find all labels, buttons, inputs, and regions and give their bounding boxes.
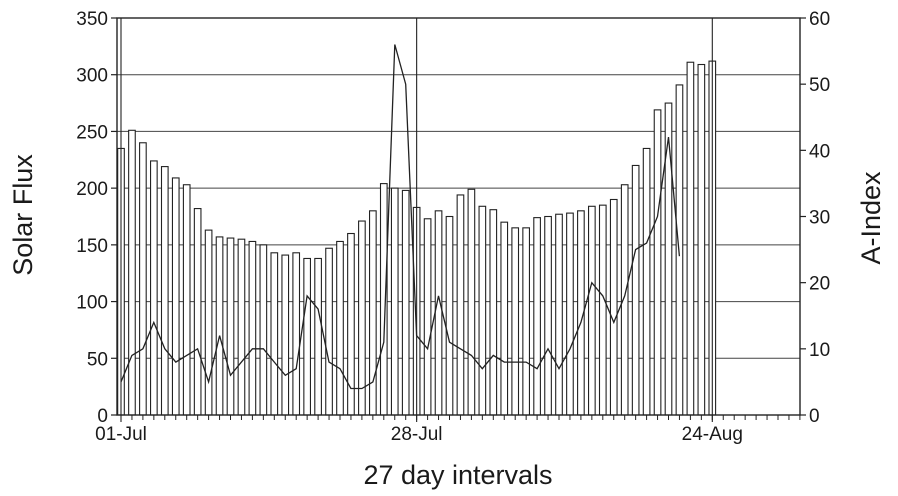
solar-flux-bar xyxy=(598,204,607,416)
solar-flux-bar xyxy=(281,254,290,416)
left-y-axis: 0 50 100 150 200 250 300 350 xyxy=(76,9,117,427)
left-tick-label: 250 xyxy=(76,122,108,143)
right-y-axis: 0 10 20 30 40 50 60 xyxy=(800,9,830,427)
solar-flux-bar xyxy=(522,227,530,416)
solar-flux-bar xyxy=(434,210,443,416)
a-index-line xyxy=(120,44,681,390)
solar-flux-bar xyxy=(368,210,377,416)
solar-flux-bar xyxy=(456,194,465,416)
solar-flux-bar xyxy=(182,184,191,416)
solar-flux-bar xyxy=(631,164,640,416)
right-tick-label: 50 xyxy=(809,75,830,96)
solar-flux-bar xyxy=(697,63,706,416)
solar-flux-bar xyxy=(467,188,476,416)
solar-flux-bar xyxy=(336,240,344,416)
left-tick-label: 200 xyxy=(76,179,108,200)
left-tick-label: 150 xyxy=(76,236,108,257)
left-tick-label: 100 xyxy=(76,293,108,314)
solar-flux-bar xyxy=(292,252,301,416)
solar-flux-bar xyxy=(193,208,202,416)
left-tick-label: 350 xyxy=(76,9,108,30)
solar-flux-bar xyxy=(325,247,333,416)
solar-flux-bar xyxy=(215,236,224,416)
solar-flux-bar xyxy=(139,142,147,416)
solar-flux-bar xyxy=(609,198,618,416)
solar-flux-bar xyxy=(445,215,454,416)
solar-flux-bar xyxy=(248,240,257,416)
solar-flux-bar xyxy=(423,218,432,416)
left-tick-label: 50 xyxy=(87,349,108,370)
solar-flux-bar xyxy=(259,244,268,416)
solar-flux-bar xyxy=(379,183,388,416)
x-tick-label: 28-Jul xyxy=(391,424,443,445)
solar-flux-bar xyxy=(642,147,651,416)
solar-flux-bar xyxy=(653,109,662,416)
left-tick-label: 0 xyxy=(97,406,108,427)
right-tick-label: 30 xyxy=(809,208,830,229)
solar-flux-bar xyxy=(128,129,136,416)
solar-flux-bar xyxy=(544,215,552,416)
solar-flux-bar xyxy=(401,189,410,416)
solar-flux-bar xyxy=(500,221,509,416)
right-tick-label: 60 xyxy=(809,9,830,30)
solar-flux-bar xyxy=(566,212,574,416)
solar-flux-bar xyxy=(511,227,520,416)
solar-flux-bar xyxy=(150,160,158,416)
solar-flux-bar xyxy=(533,217,541,416)
left-y-axis-title: Solar Flux xyxy=(8,154,38,276)
solar-flux-bar xyxy=(478,205,487,416)
x-tick-label: 24-Aug xyxy=(682,424,743,445)
solar-flux-bar xyxy=(226,237,235,416)
left-tick-label: 300 xyxy=(76,66,108,87)
solar-flux-bar xyxy=(270,252,279,416)
right-tick-label: 10 xyxy=(809,340,830,361)
solar-flux-bar xyxy=(358,220,366,416)
solar-flux-bar xyxy=(303,257,312,416)
solar-flux-bar xyxy=(555,213,563,416)
solar-flux-bar xyxy=(686,61,695,416)
solar-flux-bar xyxy=(237,238,246,416)
right-tick-label: 0 xyxy=(809,406,820,427)
right-tick-label: 40 xyxy=(809,141,830,162)
solar-flux-bar xyxy=(489,209,498,416)
solar-flux-bar xyxy=(587,205,596,416)
x-tick-label: 01-Jul xyxy=(95,424,147,445)
solar-flux-bar xyxy=(314,257,322,416)
x-axis-title: 27 day intervals xyxy=(363,460,552,490)
solar-flux-bar xyxy=(160,166,169,416)
right-tick-label: 20 xyxy=(809,274,830,295)
x-axis: 01-Jul 28-Jul 24-Aug xyxy=(95,18,801,445)
solar-flux-bar xyxy=(171,177,180,416)
right-y-axis-title: A-Index xyxy=(856,171,886,265)
solar-flux-bar xyxy=(204,229,213,416)
solar-flux-bar xyxy=(390,187,399,416)
